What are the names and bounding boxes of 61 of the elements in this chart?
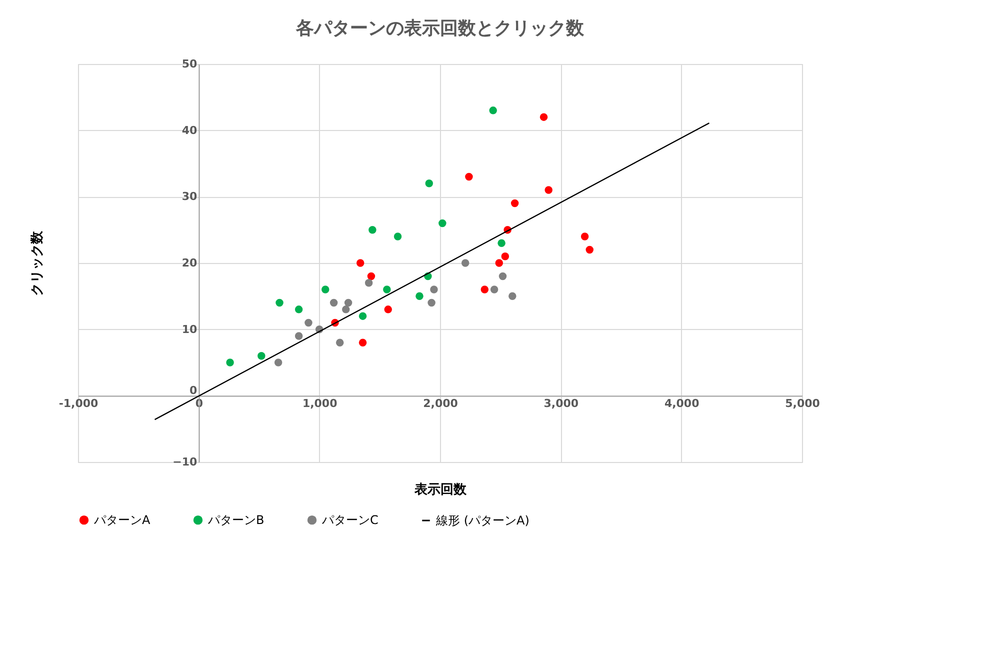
point bbox=[508, 292, 516, 300]
point bbox=[438, 219, 446, 228]
point bbox=[580, 232, 589, 240]
y-tick-label: 20 bbox=[182, 256, 198, 270]
point bbox=[344, 298, 352, 307]
point bbox=[461, 259, 470, 267]
point bbox=[544, 186, 552, 194]
point bbox=[368, 226, 376, 234]
point bbox=[336, 338, 344, 346]
point bbox=[416, 292, 424, 300]
point bbox=[321, 286, 330, 294]
x-tick-label: -1,000 bbox=[58, 397, 99, 410]
y-axis-title: クリック数 bbox=[30, 230, 45, 296]
point bbox=[428, 298, 436, 307]
legend-label: パターンB bbox=[207, 513, 264, 528]
point bbox=[501, 252, 510, 260]
x-tick-label: 2,000 bbox=[423, 397, 458, 410]
legend-label: パターンC bbox=[321, 513, 378, 528]
y-tick-label: 30 bbox=[182, 190, 198, 204]
point bbox=[465, 172, 473, 181]
point bbox=[294, 306, 303, 314]
point bbox=[490, 286, 498, 294]
point bbox=[226, 358, 234, 366]
point bbox=[495, 259, 503, 267]
point bbox=[258, 352, 266, 360]
point bbox=[498, 272, 507, 280]
x-axis-title: 表示回数 bbox=[414, 482, 468, 498]
y-tick-label: 10 bbox=[182, 322, 198, 336]
legend-label: パターンA bbox=[93, 513, 151, 528]
x-tick-label: 4,000 bbox=[664, 397, 700, 410]
y-tick-label: 50 bbox=[182, 58, 198, 70]
point bbox=[276, 298, 284, 307]
legend-label: 線形 (パターンA) bbox=[435, 514, 530, 528]
point bbox=[294, 332, 303, 340]
x-tick-label: 3,000 bbox=[544, 397, 579, 410]
x-tick-label: 1,000 bbox=[302, 397, 338, 410]
point bbox=[356, 259, 364, 267]
point bbox=[304, 318, 312, 327]
point bbox=[367, 272, 376, 280]
point bbox=[342, 306, 350, 314]
point bbox=[358, 312, 367, 320]
point bbox=[540, 113, 548, 121]
point bbox=[383, 286, 391, 294]
point bbox=[394, 232, 402, 240]
x-tick-label: 5,000 bbox=[785, 397, 820, 410]
point bbox=[430, 286, 438, 294]
point bbox=[586, 246, 594, 254]
y-tick-label: −10 bbox=[172, 456, 198, 468]
point bbox=[510, 199, 519, 208]
point bbox=[498, 239, 506, 247]
point bbox=[384, 306, 392, 314]
point bbox=[425, 180, 434, 188]
point bbox=[364, 279, 373, 287]
point bbox=[480, 286, 489, 294]
point bbox=[274, 358, 282, 366]
point bbox=[358, 338, 367, 346]
y-tick-label: 0 bbox=[190, 384, 198, 398]
point bbox=[330, 298, 338, 307]
chart-title: 各パターンの表示回数とクリック数 bbox=[295, 18, 585, 39]
point bbox=[489, 106, 497, 114]
y-tick-label: 40 bbox=[182, 124, 198, 137]
